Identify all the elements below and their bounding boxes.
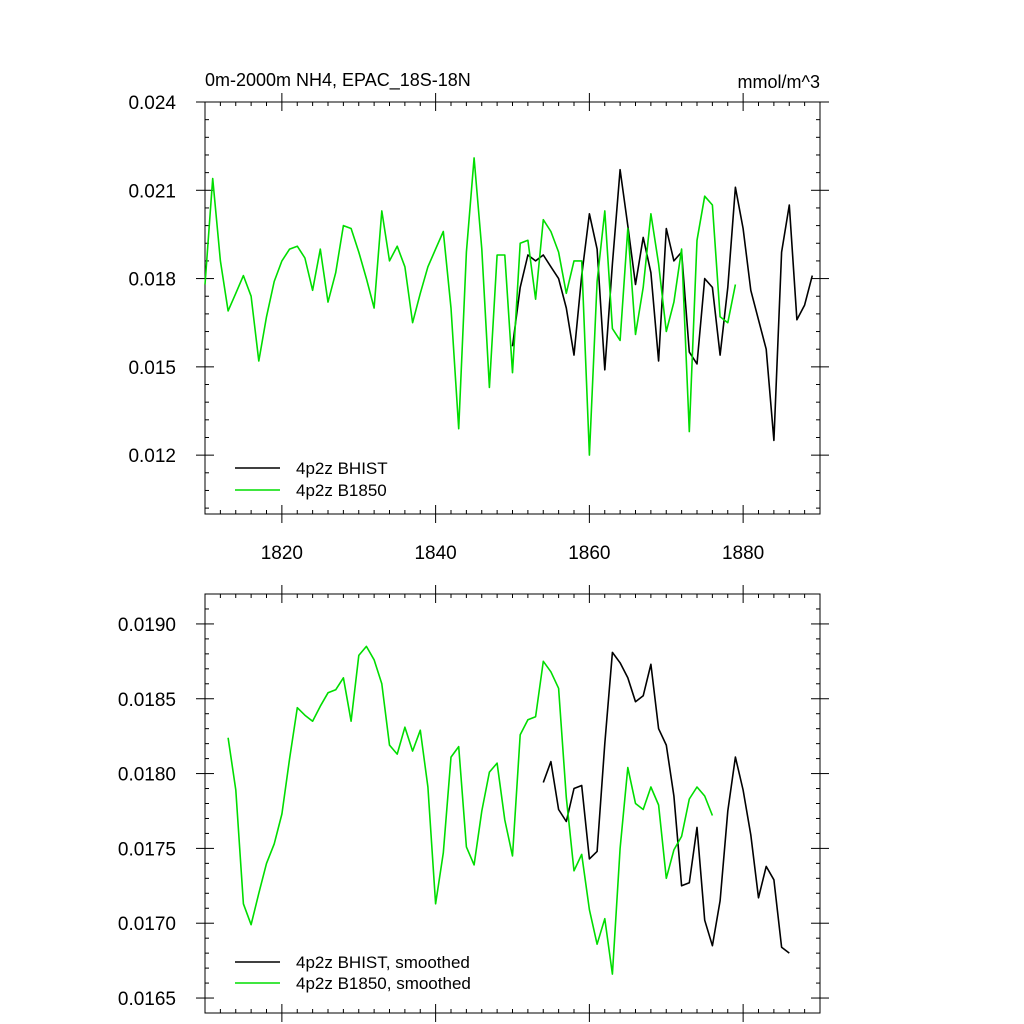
x-tick-label: 1880 — [722, 543, 764, 564]
bottom-series-group — [227, 645, 790, 975]
top-series-group — [204, 157, 814, 456]
y-tick-label: 0.0170 — [118, 914, 176, 935]
y-tick-label: 0.0190 — [118, 615, 176, 636]
y-tick-label: 0.021 — [128, 181, 176, 202]
y-tick-label: 0.018 — [128, 270, 176, 291]
y-tick-label: 0.0175 — [118, 839, 176, 860]
bottom-plot-frame — [204, 593, 821, 1014]
y-tick-label: 0.015 — [128, 358, 176, 379]
bottom-panel: 0.0165 0.0170 0.0175 0.0180 0.0185 0.0190 4p2… — [118, 585, 829, 1022]
top-legend-label-bhist: 4p2z BHIST — [296, 459, 388, 478]
top-plot-frame — [204, 101, 821, 515]
y-tick-label: 0.012 — [128, 446, 176, 467]
y-tick-label: 0.0180 — [118, 765, 176, 786]
top-legend-label-b1850: 4p2z B1850 — [296, 481, 387, 500]
bottom-legend-label-b1850: 4p2z B1850, smoothed — [296, 974, 471, 993]
bottom-legend-label-bhist: 4p2z BHIST, smoothed — [296, 953, 470, 972]
y-tick-label: 0.0185 — [118, 690, 176, 711]
series-line-bhist — [542, 651, 790, 954]
top-panel: 0m-2000m NH4, EPAC_18S-18N mmol/m^3 1820… — [128, 70, 829, 564]
bottom-axis-ticks: 0.0165 0.0170 0.0175 0.0180 0.0185 0.0190 — [118, 585, 829, 1022]
top-chart-title: 0m-2000m NH4, EPAC_18S-18N — [205, 70, 471, 91]
y-tick-label: 0.0165 — [118, 989, 176, 1010]
y-tick-label: 0.024 — [128, 93, 176, 114]
series-line-bhist — [511, 168, 814, 442]
bottom-legend: 4p2z BHIST, smoothed 4p2z B1850, smoothe… — [235, 953, 471, 993]
series-line-b1850 — [204, 157, 737, 456]
top-units-label: mmol/m^3 — [738, 72, 820, 92]
x-tick-label: 1820 — [261, 543, 303, 564]
top-legend: 4p2z BHIST 4p2z B1850 — [235, 459, 388, 500]
x-tick-label: 1860 — [568, 543, 610, 564]
top-axis-ticks: 1820 1840 1860 1880 0.012 0.015 0.018 0.021 0.02… — [128, 93, 829, 564]
x-tick-label: 1840 — [414, 543, 456, 564]
series-line-b1850 — [227, 645, 714, 975]
